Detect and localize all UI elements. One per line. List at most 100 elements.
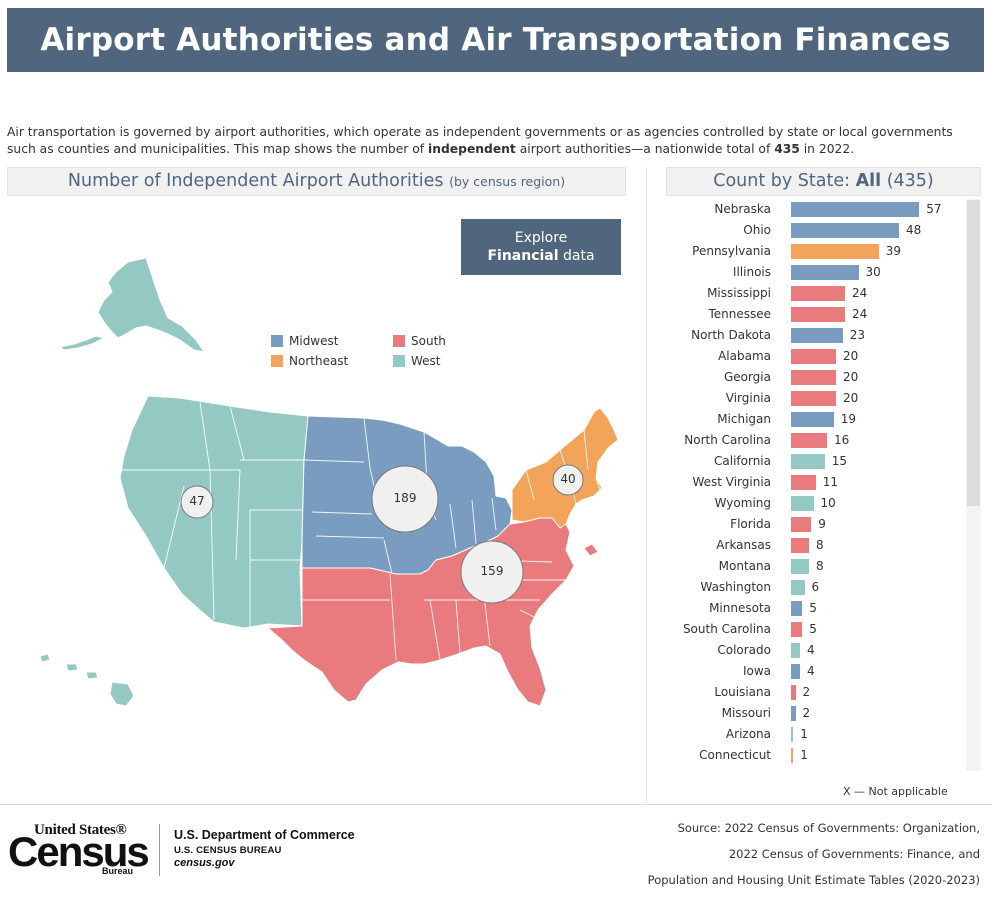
bar[interactable]	[791, 685, 796, 700]
bar-row[interactable]: North Carolina 16	[666, 430, 966, 451]
bubble-label-west: 47	[189, 494, 205, 508]
region-legend: Midwest South Northeast West	[271, 332, 471, 374]
bar-chart-scroll-thumb[interactable]	[967, 200, 980, 506]
bar[interactable]	[791, 370, 836, 385]
bar-label: Mississippi	[707, 286, 771, 300]
bar-label: Washington	[700, 580, 771, 594]
bar-label: Minnesota	[709, 601, 771, 615]
bar[interactable]	[791, 244, 879, 259]
bar-row[interactable]: Arizona 1	[666, 724, 966, 745]
bar-row[interactable]: Arkansas 8	[666, 535, 966, 556]
bar[interactable]	[791, 517, 812, 532]
bar-row[interactable]: Ohio 48	[666, 220, 966, 241]
dept-line2: U.S. CENSUS BUREAU	[174, 845, 282, 856]
west-region-shape[interactable]	[119, 395, 309, 629]
bar[interactable]	[791, 496, 814, 511]
bar[interactable]	[791, 664, 800, 679]
bar-title-filter[interactable]: All	[855, 171, 882, 191]
bar[interactable]	[791, 412, 834, 427]
bar[interactable]	[791, 601, 803, 616]
bar[interactable]	[791, 580, 805, 595]
bar-label: Virginia	[725, 391, 771, 405]
bar-value: 30	[865, 265, 881, 279]
bar-row[interactable]: Montana 8	[666, 556, 966, 577]
footer-divider	[0, 804, 992, 805]
bubble-label-south: 159	[480, 564, 504, 578]
bar-row[interactable]: Minnesota 5	[666, 598, 966, 619]
logo-census: Census	[8, 828, 150, 875]
bar-row[interactable]: Iowa 4	[666, 661, 966, 682]
bar-value: 20	[843, 391, 859, 405]
bar[interactable]	[791, 559, 809, 574]
bar-value: 16	[834, 433, 850, 447]
bar[interactable]	[791, 727, 794, 742]
bar-label: Louisiana	[714, 685, 771, 699]
bar[interactable]	[791, 286, 845, 301]
bar-row[interactable]: Mississippi 24	[666, 283, 966, 304]
bar-row[interactable]: West Virginia 11	[666, 472, 966, 493]
census-logo[interactable]: United States® Census Bureau	[8, 822, 150, 878]
us-region-map	[39, 257, 619, 707]
legend-swatch-midwest	[271, 335, 283, 347]
intro-bold-independent: independent	[428, 142, 516, 156]
bar-row[interactable]: Tennessee 24	[666, 304, 966, 325]
bar-label: Alabama	[718, 349, 771, 363]
bubble-south[interactable]	[460, 540, 524, 604]
bar[interactable]	[791, 706, 796, 721]
bubble-northeast[interactable]	[552, 464, 584, 496]
dept-website-link[interactable]: census.gov	[174, 857, 235, 869]
bar-row[interactable]: Louisiana 2	[666, 682, 966, 703]
bar-label: North Dakota	[691, 328, 771, 342]
alaska-chain-shape	[59, 335, 105, 351]
bar-row[interactable]: Missouri 2	[666, 703, 966, 724]
bar-row[interactable]: Michigan 19	[666, 409, 966, 430]
bar-value: 19	[840, 412, 857, 426]
bar-value: 2	[802, 706, 811, 720]
bar[interactable]	[791, 307, 845, 322]
bubble-midwest[interactable]	[371, 465, 439, 533]
bar-row[interactable]: South Carolina 5	[666, 619, 966, 640]
bar-row[interactable]: Georgia 20	[666, 367, 966, 388]
bar-label: Wyoming	[714, 496, 771, 510]
bar-value: 1	[800, 748, 808, 762]
legend-item-south[interactable]: South	[393, 334, 446, 348]
bar-value: 4	[807, 664, 815, 678]
bar[interactable]	[791, 433, 827, 448]
legend-item-midwest[interactable]: Midwest	[271, 334, 338, 348]
bar[interactable]	[791, 454, 825, 469]
bar-row[interactable]: Nebraska 57	[666, 199, 966, 220]
bar-row[interactable]: California 15	[666, 451, 966, 472]
bar-row[interactable]: Virginia 20	[666, 388, 966, 409]
bar-row[interactable]: Washington 6	[666, 577, 966, 598]
bar-row[interactable]: North Dakota 23	[666, 325, 966, 346]
bar-row[interactable]: Wyoming 10	[666, 493, 966, 514]
bar[interactable]	[791, 538, 809, 553]
map-title-subtitle: (by census region)	[449, 174, 566, 189]
bar[interactable]	[791, 391, 836, 406]
bar[interactable]	[791, 328, 843, 343]
bar[interactable]	[791, 643, 800, 658]
bar[interactable]	[791, 349, 836, 364]
bar[interactable]	[791, 202, 920, 217]
bar[interactable]	[791, 748, 794, 763]
bubble-west[interactable]	[180, 485, 214, 519]
hawaii-shape[interactable]	[39, 653, 135, 707]
bar[interactable]	[791, 223, 899, 238]
explore-rest: data	[558, 248, 595, 264]
bar[interactable]	[791, 622, 803, 637]
legend-item-west[interactable]: West	[393, 354, 441, 368]
explore-financial-button[interactable]: Explore Financial data	[461, 219, 621, 275]
bar-row[interactable]: Colorado 4	[666, 640, 966, 661]
legend-item-northeast[interactable]: Northeast	[271, 354, 348, 368]
dept-line1: U.S. Department of Commerce	[174, 828, 355, 842]
alaska-shape[interactable]	[97, 257, 205, 353]
bar-value: 9	[818, 517, 826, 531]
bar[interactable]	[791, 265, 859, 280]
bar[interactable]	[791, 475, 816, 490]
bar-row[interactable]: Connecticut 1	[666, 745, 966, 766]
bar-row[interactable]: Illinois 30	[666, 262, 966, 283]
bar-row[interactable]: Alabama 20	[666, 346, 966, 367]
bar-row[interactable]: Florida 9	[666, 514, 966, 535]
bar-label: Arkansas	[716, 538, 771, 552]
bar-row[interactable]: Pennsylvania 39	[666, 241, 966, 262]
